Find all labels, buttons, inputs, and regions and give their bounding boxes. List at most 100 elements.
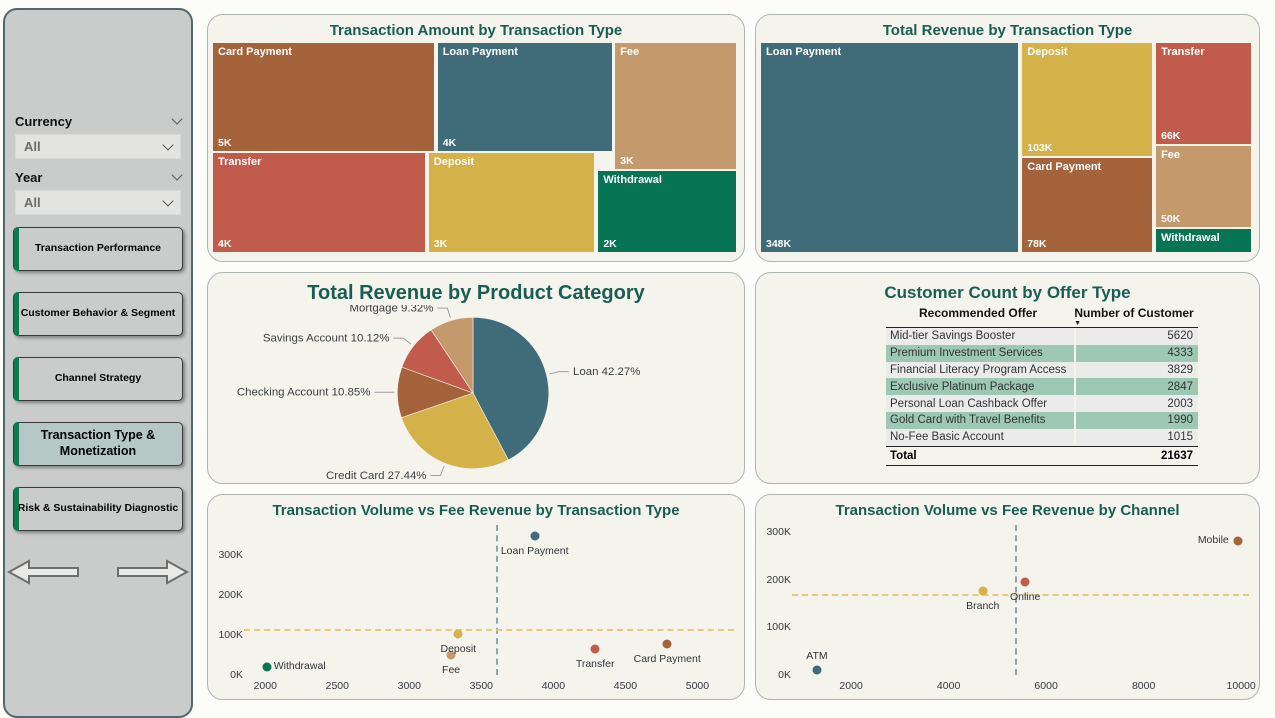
- scatter-point-loan-payment[interactable]: [530, 531, 539, 540]
- tile-value: 3K: [434, 238, 447, 250]
- panel-revenue-pie: Total Revenue by Product Category Loan 4…: [207, 272, 745, 484]
- point-label: Loan Payment: [501, 545, 569, 557]
- tile-value: 4K: [443, 137, 456, 149]
- tile-value: 2K: [603, 238, 616, 250]
- offer-cell: Exclusive Platinum Package: [886, 378, 1074, 395]
- x-tick-label: 2500: [326, 680, 349, 692]
- tile-label: Loan Payment: [761, 43, 1018, 58]
- x-tick-label: 5000: [686, 680, 709, 692]
- treemap-tile-withdrawal[interactable]: Withdrawal: [1155, 228, 1252, 253]
- scatter-point-withdrawal[interactable]: [262, 663, 271, 672]
- chevron-down-icon[interactable]: [171, 169, 182, 180]
- count-cell: 2847: [1076, 378, 1198, 395]
- total-label: Total: [886, 450, 1074, 462]
- point-label: Fee: [442, 664, 460, 676]
- panel-title: Transaction Amount by Transaction Type: [208, 22, 744, 39]
- count-cell: 3829: [1076, 362, 1198, 379]
- nav-button-risk-sustainability-diagnostic[interactable]: Risk & Sustainability Diagnostic: [13, 487, 183, 531]
- currency-dropdown[interactable]: All: [15, 134, 181, 159]
- pie-label: Mortgage 9.32%: [350, 305, 434, 315]
- left-arrow-icon[interactable]: [7, 558, 79, 586]
- x-tick-label: 3500: [470, 680, 493, 692]
- scatter-point-branch[interactable]: [978, 587, 987, 596]
- tile-label: Fee: [1156, 146, 1251, 161]
- panel-scatter-transaction-type: Transaction Volume vs Fee Revenue by Tra…: [207, 494, 745, 700]
- x-tick-label: 4000: [937, 680, 960, 692]
- scatter-point-online[interactable]: [1021, 578, 1030, 587]
- nav-button-channel-strategy[interactable]: Channel Strategy: [13, 357, 183, 401]
- page-nav-arrows: [7, 558, 189, 586]
- point-label: Mobile: [1198, 534, 1229, 546]
- pie-revenue-by-product: Loan 42.27%Credit Card 27.44%Checking Ac…: [210, 305, 742, 481]
- treemap-tile-loan-payment[interactable]: Loan Payment 4K: [437, 42, 613, 152]
- year-dropdown[interactable]: All: [15, 190, 181, 215]
- sort-descending-icon[interactable]: ▼: [1074, 320, 1198, 327]
- tile-value: 348K: [766, 238, 791, 250]
- tile-label: Withdrawal: [598, 171, 736, 186]
- sidebar-nav: Transaction Performance Customer Behavior…: [5, 227, 191, 531]
- treemap-tile-card-payment[interactable]: Card Payment 5K: [212, 42, 435, 152]
- nav-button-customer-behavior-segment[interactable]: Customer Behavior & Segment: [13, 292, 183, 336]
- scatter-point-card-payment[interactable]: [663, 639, 672, 648]
- panel-customer-count-table: Customer Count by Offer Type Recommended…: [755, 272, 1260, 484]
- panel-title: Customer Count by Offer Type: [756, 283, 1259, 303]
- offer-cell: Personal Loan Cashback Offer: [886, 395, 1074, 412]
- scatter-point-atm[interactable]: [812, 666, 821, 675]
- scatter-point-deposit[interactable]: [454, 629, 463, 638]
- chevron-down-icon: [162, 139, 173, 150]
- panel-title: Total Revenue by Transaction Type: [756, 22, 1259, 39]
- currency-filter-header: Currency: [15, 112, 181, 130]
- scatter-point-mobile[interactable]: [1233, 537, 1242, 546]
- y-tick-label: 100K: [758, 621, 791, 633]
- treemap-tile-loan-payment[interactable]: Loan Payment 348K: [760, 42, 1019, 253]
- offer-cell: Mid-tier Savings Booster: [886, 328, 1074, 345]
- pie-label: Credit Card 27.44%: [326, 470, 426, 481]
- treemap-tile-withdrawal[interactable]: Withdrawal 2K: [597, 170, 737, 253]
- tile-value: 5K: [218, 137, 231, 149]
- right-arrow-icon[interactable]: [117, 558, 189, 586]
- currency-filter-label: Currency: [15, 114, 72, 129]
- scatter-point-transfer[interactable]: [591, 644, 600, 653]
- pie-label: Checking Account 10.85%: [237, 387, 371, 399]
- tile-label: Card Payment: [213, 43, 434, 58]
- count-cell: 5620: [1076, 328, 1198, 345]
- tile-value: 50K: [1161, 213, 1180, 225]
- column-header-number-of-customer[interactable]: Number of Customer▼: [1070, 304, 1198, 327]
- point-label: Branch: [966, 600, 999, 612]
- count-cell: 1015: [1076, 429, 1198, 446]
- average-line-horizontal: [244, 629, 734, 631]
- sidebar: Currency All Year All Transaction Perfor…: [3, 8, 193, 718]
- panel-title: Transaction Volume vs Fee Revenue by Tra…: [208, 502, 744, 519]
- column-header-recommended-offer[interactable]: Recommended Offer: [886, 304, 1070, 327]
- pie-label: Savings Account 10.12%: [263, 333, 390, 345]
- nav-button-transaction-type-monetization[interactable]: Transaction Type & Monetization: [13, 422, 183, 466]
- offer-cell: Premium Investment Services: [886, 345, 1074, 362]
- tile-label: Loan Payment: [438, 43, 612, 58]
- y-tick-label: 200K: [758, 574, 791, 586]
- x-tick-label: 3000: [398, 680, 421, 692]
- treemap-tile-fee[interactable]: Fee 50K: [1155, 145, 1252, 229]
- nav-button-transaction-performance[interactable]: Transaction Performance: [13, 227, 183, 271]
- point-label: Deposit: [440, 643, 476, 655]
- count-cell: 1990: [1076, 412, 1198, 429]
- panel-scatter-channel: Transaction Volume vs Fee Revenue by Cha…: [755, 494, 1260, 700]
- offer-cell: No-Fee Basic Account: [886, 429, 1074, 446]
- x-tick-label: 4500: [614, 680, 637, 692]
- chevron-down-icon[interactable]: [171, 113, 182, 124]
